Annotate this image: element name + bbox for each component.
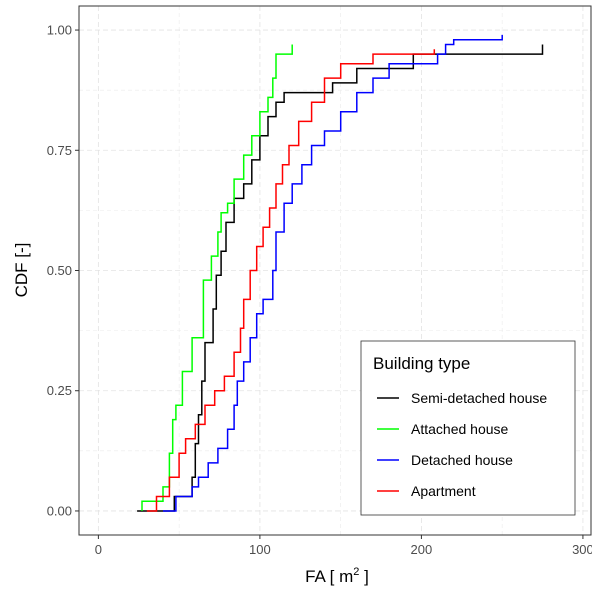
legend-items: Semi-detached house Attached house Detache…	[377, 390, 547, 499]
series-line-attached-house	[141, 44, 293, 511]
series-group	[137, 34, 544, 512]
legend-label: Attached house	[411, 421, 509, 437]
legend-title: Building type	[373, 354, 470, 373]
legend-label: Apartment	[411, 483, 476, 499]
series-line-semi-detached-house	[137, 44, 544, 512]
y-tick-label: 0.25	[47, 383, 72, 398]
x-tick-label: 200	[411, 542, 433, 557]
series-line-detached-house	[163, 34, 503, 512]
x-tick-label: 300	[572, 542, 592, 557]
y-tick-label: 0.00	[47, 503, 72, 518]
legend-label: Detached house	[411, 452, 513, 468]
x-axis-title: FA [ m2 ]	[305, 566, 369, 586]
legend: Building type Semi-detached house Attache…	[360, 340, 576, 516]
y-axis-title: CDF [-]	[12, 243, 31, 298]
legend-label: Semi-detached house	[411, 390, 547, 406]
y-tick-label: 0.50	[47, 263, 72, 278]
legend-box	[360, 340, 576, 516]
series-line-apartment	[146, 49, 436, 512]
y-tick-label: 0.75	[47, 143, 72, 158]
axis-ticks: 0 100 200 300 0.00 0.25 0.50 0.75 1.00	[47, 23, 592, 557]
x-tick-label: 0	[95, 542, 102, 557]
x-tick-label: 100	[249, 542, 271, 557]
y-tick-label: 1.00	[47, 23, 72, 38]
